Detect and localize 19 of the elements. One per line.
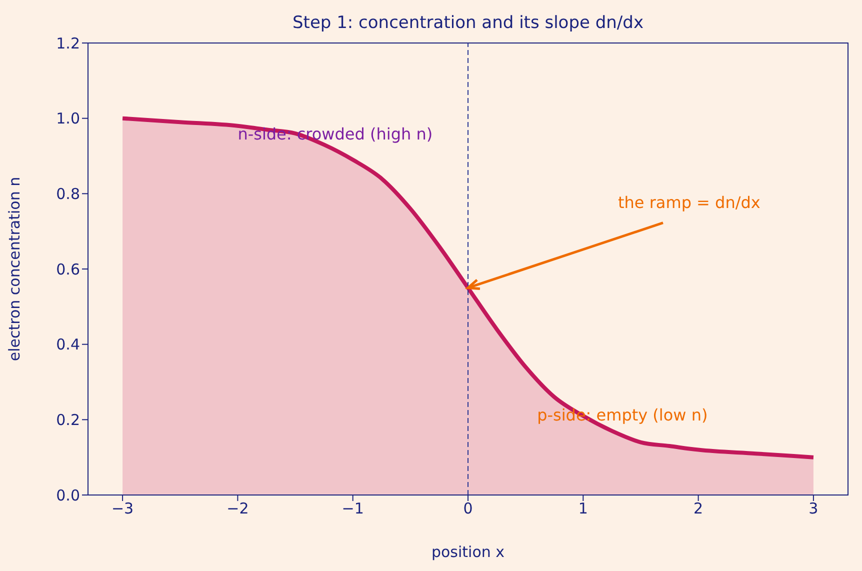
y-tick-label: 0.4 [56, 336, 80, 354]
x-tick-label: 3 [808, 500, 818, 518]
y-tick-label: 0.0 [56, 486, 80, 504]
y-tick-label: 0.6 [56, 260, 80, 278]
x-tick-label: 2 [694, 500, 704, 518]
x-tick-label: −1 [342, 500, 364, 518]
y-tick-label: 0.2 [56, 410, 80, 429]
x-tick-label: −3 [111, 500, 134, 518]
y-tick-label: 0.8 [56, 184, 80, 203]
y-axis-title: electron concentration n [5, 176, 24, 362]
x-tick-label: 1 [578, 500, 588, 518]
chart-title: Step 1: concentration and its slope dn/dx [292, 13, 644, 33]
y-tick-label: 1.0 [56, 110, 80, 128]
y-tick-label: 1.2 [56, 34, 80, 52]
annotation: the ramp = dn/dx [618, 192, 760, 212]
annotation: n-side: crowded (high n) [238, 124, 433, 144]
x-tick-label: 0 [463, 500, 473, 518]
x-tick-label: −2 [226, 500, 249, 518]
x-axis-title: position x [431, 543, 505, 561]
